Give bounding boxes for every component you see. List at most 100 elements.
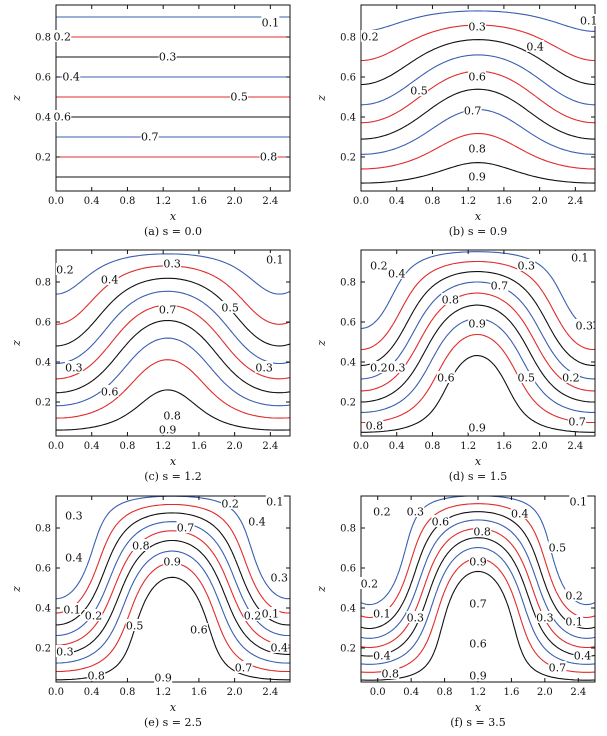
x-tick-label: 0.0 — [48, 687, 64, 698]
contour-label-bg — [53, 110, 72, 122]
x-tick-label: 0.4 — [403, 687, 419, 698]
y-tick-label: 0.4 — [35, 113, 51, 124]
x-tick-label: 1.6 — [191, 441, 207, 452]
contour-label: 0.2 — [562, 372, 580, 385]
contour-line-0.4 — [361, 54, 595, 106]
contour-label-bg — [468, 421, 487, 433]
contour-label-bg — [565, 615, 584, 627]
contour-label: 0.5 — [230, 91, 248, 104]
contour-label: 0.7 — [141, 131, 159, 144]
panel-1: 0.0 0.4 0.8 1.2 1.6 2.0 2.40.20.40.60.8xz0.10.… — [10, 4, 291, 238]
x-tick-label: 0.8 — [119, 196, 135, 207]
y-tick-label: 0.2 — [340, 153, 356, 164]
plot-frame — [360, 495, 596, 683]
contour-label-bg — [360, 577, 379, 589]
contour-line-0.9 — [56, 389, 290, 431]
contour-label: 0.1 — [373, 608, 391, 621]
contour-label: 0.3 — [388, 362, 406, 375]
contour-label: 0.3 — [407, 612, 425, 625]
x-tick-label: 0.0 — [48, 441, 64, 452]
contour-line-0.5 — [56, 530, 290, 646]
contour-label-bg — [548, 541, 567, 553]
panel-4: 0.0 0.4 0.8 1.2 1.6 2.0 2.40.20.40.60.8xz0.10.… — [315, 249, 596, 483]
panel-caption: (d) s = 1.5 — [449, 470, 507, 483]
x-tick-label: 0.4 — [389, 441, 405, 452]
contour-label: 0.8 — [87, 670, 105, 683]
contour-label: 0.2 — [221, 498, 239, 511]
contour-label-bg — [372, 607, 391, 619]
contour-label-bg — [517, 259, 536, 271]
x-axis-label: x — [170, 210, 177, 223]
contour-label-bg — [381, 667, 400, 679]
contour-label: 0.8 — [382, 668, 400, 681]
contour-label: 0.8 — [260, 151, 278, 164]
contour-label: 0.6 — [101, 386, 119, 399]
contour-label-bg — [575, 319, 594, 331]
x-tick-label: 2.0 — [227, 441, 243, 452]
x-tick-label: 2.4 — [570, 687, 586, 698]
contour-label-bg — [469, 597, 487, 609]
contour-label-bg — [490, 279, 509, 291]
contour-label-bg — [569, 495, 588, 507]
plot-frame — [55, 4, 291, 192]
contour-label: 0.8 — [163, 410, 181, 423]
contour-lines — [361, 10, 595, 184]
contour-label: 0.4 — [271, 642, 289, 655]
contour-label: 0.8 — [366, 420, 384, 433]
x-tick-label: 1.2 — [155, 687, 171, 698]
contour-label: 0.6 — [432, 516, 450, 529]
contour-label: 0.3 — [271, 572, 289, 585]
panel-caption: (b) s = 0.9 — [449, 225, 507, 238]
contour-line-0.9 — [361, 162, 595, 184]
contour-label-bg — [468, 170, 487, 182]
contour-label-bg — [158, 423, 177, 435]
y-axis-label: z — [315, 340, 328, 347]
contour-label: 0.9 — [154, 672, 172, 685]
contour-line-0.4 — [361, 519, 595, 639]
contour-label-bg — [548, 661, 567, 673]
x-tick-label: 2.0 — [532, 196, 548, 207]
x-tick-label: 1.2 — [155, 196, 171, 207]
contour-label-bg — [468, 317, 487, 329]
contour-label: 0.7 — [159, 304, 177, 317]
contour-label-bg — [261, 16, 280, 28]
plot-frame — [360, 4, 596, 192]
contour-label: 0.4 — [373, 650, 391, 663]
contour-label-bg — [87, 669, 106, 681]
contour-line-0.2 — [361, 24, 595, 62]
x-tick-label: 2.0 — [532, 441, 548, 452]
x-tick-label: 2.4 — [262, 196, 278, 207]
y-axis-label: z — [315, 95, 328, 102]
contour-label-bg — [372, 505, 391, 517]
contour-lines — [56, 496, 290, 681]
contour-label: 0.3 — [407, 506, 425, 519]
contour-line-0.3 — [56, 512, 290, 626]
contour-label-bg — [247, 515, 266, 527]
contour-label: 0.8 — [468, 143, 486, 156]
contour-label: 0.4 — [248, 516, 266, 529]
y-tick-label: 0.4 — [35, 604, 51, 615]
y-axis-label: z — [10, 95, 23, 102]
contour-line-0.8 — [361, 333, 595, 424]
contour-label-bg — [469, 637, 487, 649]
x-tick-label: 0.4 — [84, 441, 100, 452]
contour-label: 0.3 — [576, 320, 594, 333]
contour-line-0.7 — [361, 318, 595, 413]
panel-caption: (f) s = 3.5 — [450, 716, 506, 729]
contour-label-bg — [261, 607, 280, 619]
panel-caption: (e) s = 2.5 — [144, 716, 202, 729]
x-tick-label: 1.6 — [503, 687, 519, 698]
y-tick-label: 0.2 — [340, 398, 356, 409]
contour-label-bg — [154, 671, 173, 683]
x-tick-label: 1.6 — [496, 441, 512, 452]
y-tick-label: 0.6 — [340, 73, 356, 84]
contour-label-bg — [468, 70, 487, 82]
contour-label-bg — [360, 30, 379, 42]
contour-label-bg — [387, 267, 406, 279]
contour-label: 0.3 — [468, 21, 486, 34]
contour-label: 0.2 — [370, 362, 388, 375]
contour-label-bg — [158, 50, 177, 62]
contour-label: 0.9 — [468, 171, 486, 184]
contour-line-0.7 — [361, 546, 595, 665]
x-tick-label: 2.0 — [537, 687, 553, 698]
